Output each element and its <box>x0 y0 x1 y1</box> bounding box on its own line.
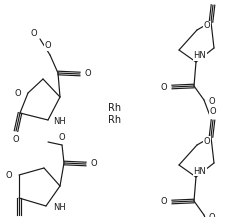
Text: O: O <box>210 107 216 117</box>
Text: O: O <box>85 69 91 79</box>
Text: O: O <box>210 0 216 2</box>
Text: O: O <box>204 136 210 146</box>
Text: O: O <box>30 28 37 38</box>
Text: O: O <box>45 41 51 51</box>
Text: O: O <box>59 133 65 141</box>
Text: NH: NH <box>54 117 66 127</box>
Text: O: O <box>204 21 210 31</box>
Text: O: O <box>161 82 167 92</box>
Text: O: O <box>209 212 215 217</box>
Text: Rh: Rh <box>108 103 121 113</box>
Text: O: O <box>91 159 97 168</box>
Text: HN: HN <box>194 166 206 176</box>
Text: HN: HN <box>194 51 206 61</box>
Text: NH: NH <box>53 204 65 212</box>
Text: O: O <box>13 135 19 143</box>
Text: O: O <box>6 171 12 179</box>
Text: Rh: Rh <box>108 115 121 125</box>
Text: O: O <box>161 197 167 207</box>
Text: O: O <box>209 97 215 107</box>
Text: O: O <box>15 89 21 99</box>
